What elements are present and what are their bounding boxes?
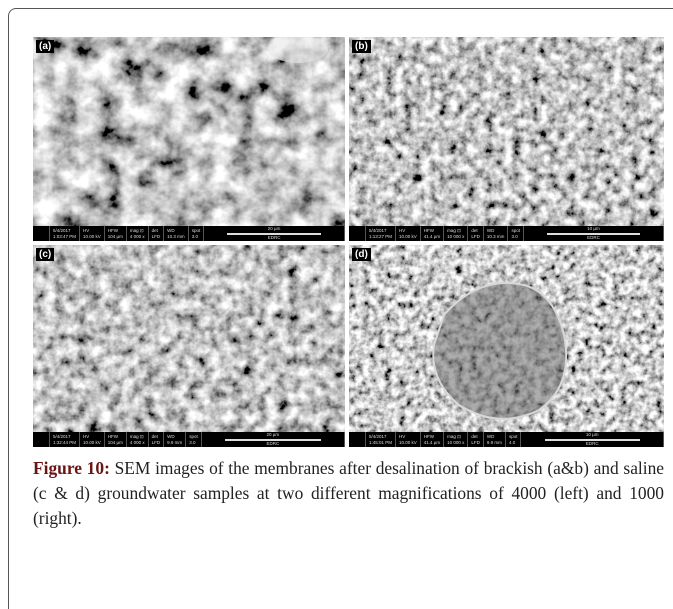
info-value: 1:45:01 PM [369,440,392,446]
info-value: 10.00 kV [83,234,101,240]
scale-cell: 10 µm EDRC [521,432,664,447]
info-value: 10 000 x [447,234,464,240]
scale-cell: 10 µm EDRC [524,226,664,241]
info-cell: HFW41.4 µm [421,226,444,241]
info-value: LFD [471,234,480,240]
scale-cell: 20 µm EDRC [202,432,345,447]
info-value: 10.00 kV [399,234,417,240]
info-value: 1:13:27 PM [369,234,392,240]
info-value: 4 000 x [130,234,145,240]
sem-image [349,245,664,447]
info-bar: 5/4/20171:32:44 PMHV10.00 kVHFW104 µmmag… [33,432,345,447]
panel-label: (a) [36,40,54,53]
info-value: 1:32:44 PM [53,440,76,446]
figure-caption: Figure 10: SEM images of the membranes a… [33,456,664,531]
info-cell: mag ⊡10 000 x [444,226,468,241]
info-value: 10.00 kV [399,440,417,446]
info-value: 1:03:47 PM [53,234,76,240]
info-value: LFD [152,440,161,446]
sem-texture [33,37,345,241]
scale-label: 10 µm [587,226,600,232]
info-value: 4.0 [509,440,518,446]
org-label: EDRC [586,441,599,447]
caption-label: Figure 10: [33,458,110,478]
caption-text: SEM images of the membranes after desali… [33,458,664,528]
info-value: 10.00 kV [83,440,101,446]
info-value: 10.3 mm [487,234,505,240]
logo [33,432,50,447]
info-cell: HFW104 µm [105,226,127,241]
info-cell: WD9.9 mm [164,432,186,447]
info-cell: spot3.0 [508,226,524,241]
logo [349,226,366,241]
info-value: 10 000 x [447,440,464,446]
scale-label: 20 µm [267,432,280,438]
info-cell: mag ⊡4 000 x [127,226,149,241]
panel-label: (d) [352,248,371,261]
info-value: LFD [471,440,480,446]
info-value: 3.0 [511,234,520,240]
logo [33,226,50,241]
info-value: 104 µm [108,234,123,240]
info-value: 3.0 [192,234,201,240]
info-value: 41.4 µm [424,440,440,446]
org-label: EDRC [268,235,281,241]
scale-label: 20 µm [268,226,281,232]
logo [349,432,366,447]
sem-panel: (d) 5/4/20171:45:01 PMHV10.00 kVHFW41.4 µ… [349,245,664,447]
info-cell: HFW104 µm [105,432,127,447]
info-value: 9.9 mm [487,440,502,446]
sem-texture [33,245,345,447]
info-value: 10.3 mm [167,234,185,240]
info-value: LFD [152,234,161,240]
panel-label: (b) [352,40,371,53]
info-value: 9.9 mm [167,440,182,446]
info-cell: detLFD [468,226,484,241]
panel-label: (c) [36,248,54,261]
sem-image [33,245,345,447]
info-cell: mag ⊡10 000 x [444,432,468,447]
sem-texture [349,37,664,241]
sem-panel: (a) 5/4/20171:03:47 PMHV10.00 kVHFW104 µm… [33,37,345,241]
org-label: EDRC [266,441,279,447]
org-label: EDRC [587,235,600,241]
scale-label: 10 µm [586,432,599,438]
info-value: 4 000 x [130,440,145,446]
info-cell: detLFD [149,432,165,447]
sem-image [33,37,345,241]
page: (a)5/4/20171:03:47 PMHV10.00 kVHFW104 µm… [0,0,673,590]
info-value: 3.0 [189,440,198,446]
info-value: 41.4 µm [424,234,440,240]
info-cell: mag ⊡4 000 x [127,432,149,447]
info-value: 104 µm [108,440,123,446]
sem-image [349,37,664,241]
scale-cell: 20 µm EDRC [204,226,345,241]
